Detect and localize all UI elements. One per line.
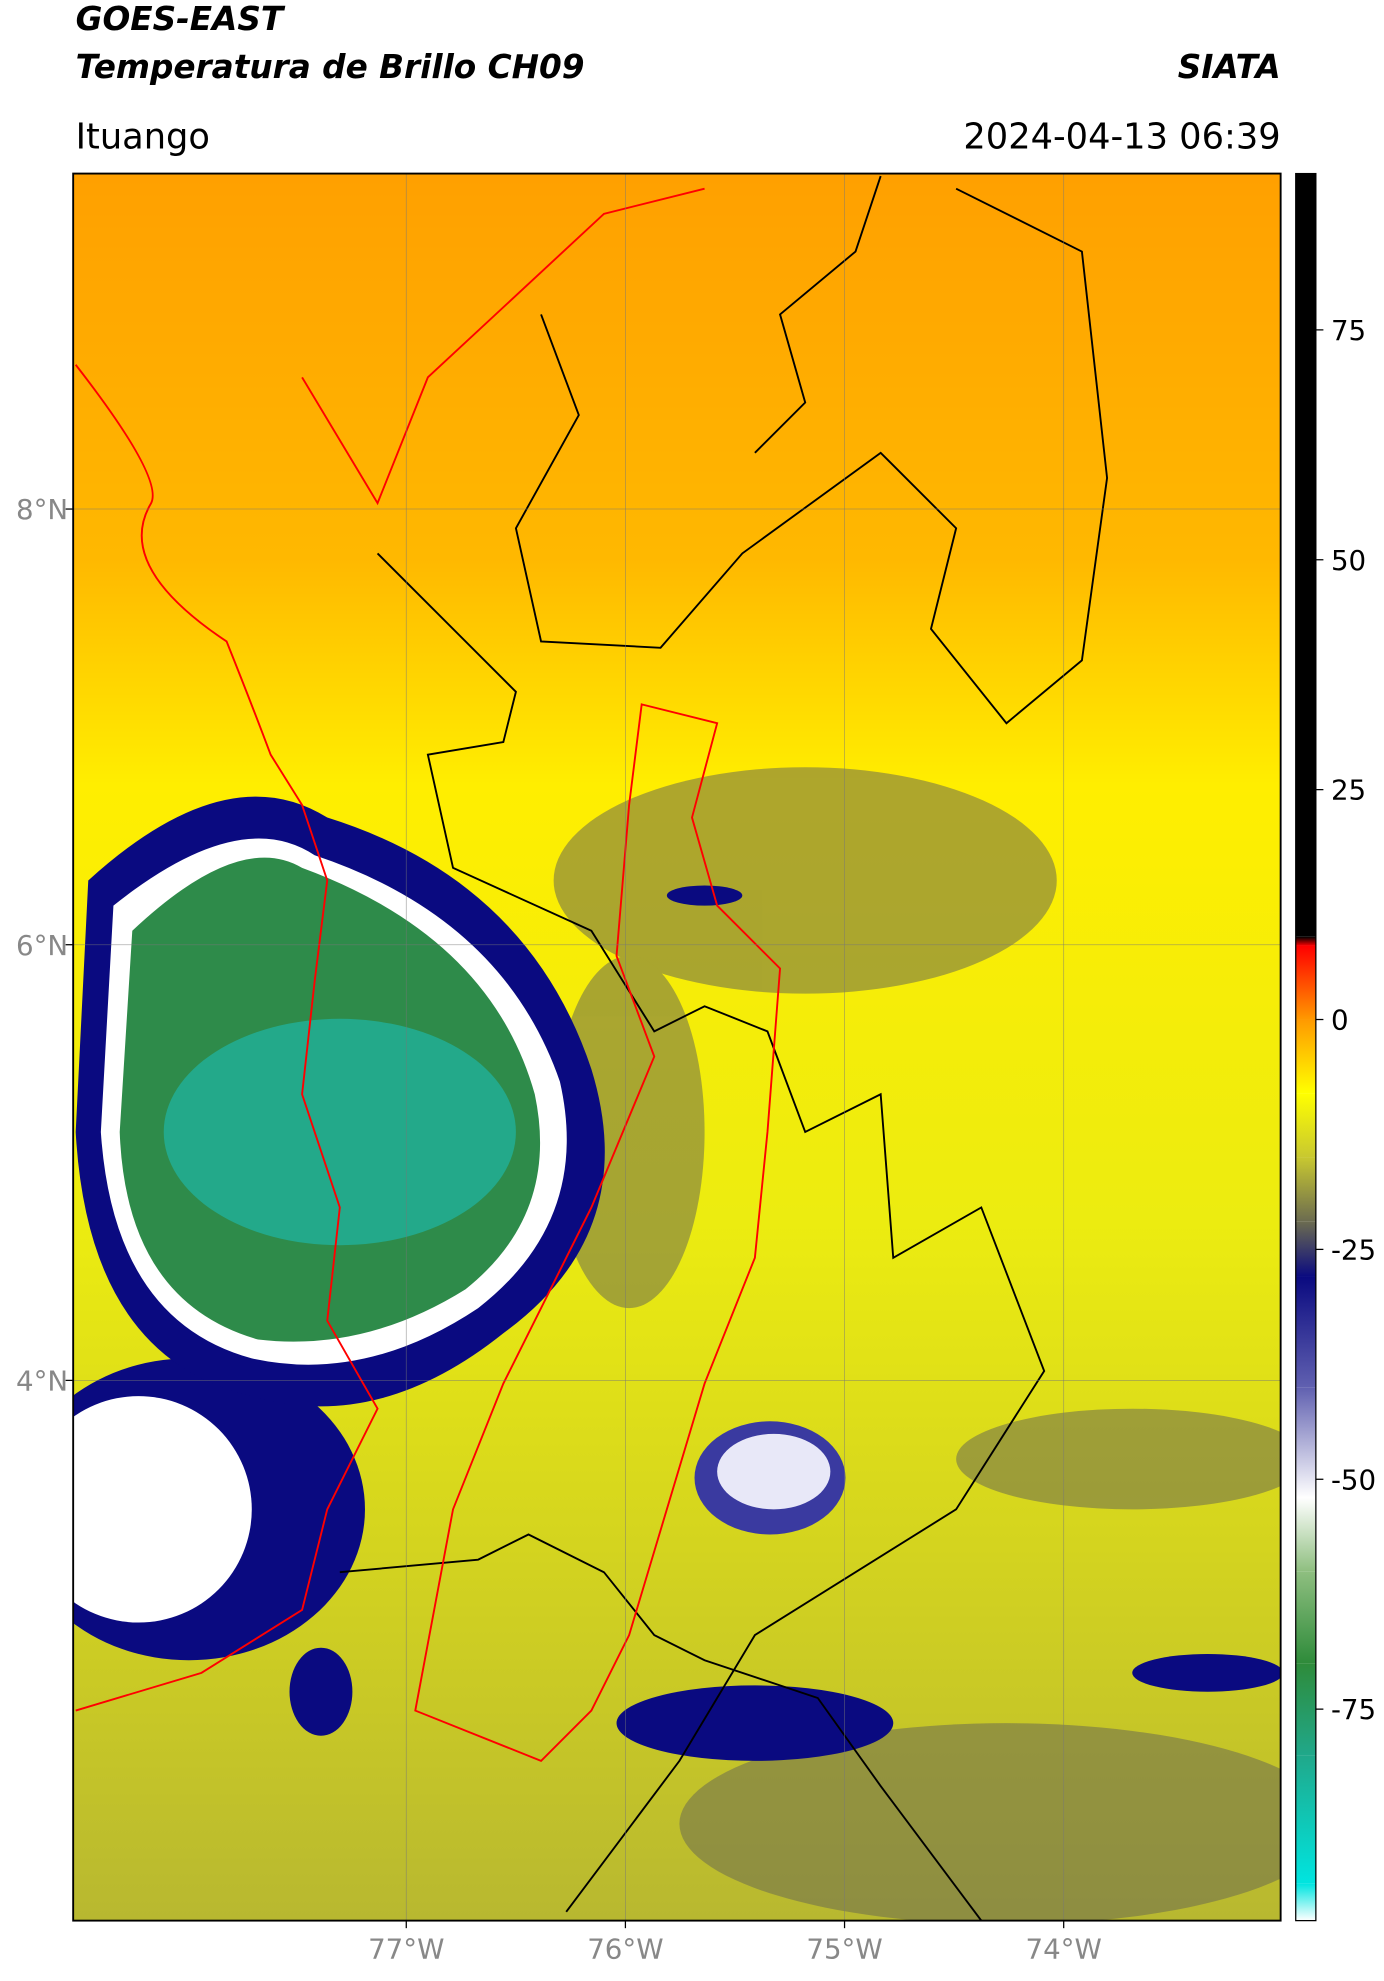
cold-cores (289, 885, 1281, 1761)
colorbar-segment (1295, 1093, 1316, 1158)
colorbar-segment (1295, 173, 1316, 937)
colorbar-segment (1295, 1387, 1316, 1498)
colorbar: 75 50 25 0 -25 -50 -75 (1295, 173, 1376, 1921)
colorbar-segment (1295, 1571, 1316, 1664)
colorbar-segment (1295, 1157, 1316, 1222)
colorbar-frame (1295, 172, 1317, 1922)
title: GOES-EAST (76, 0, 286, 38)
colorbar-segment (1295, 1663, 1316, 1756)
colorbar-label: -50 (1331, 1463, 1376, 1496)
boundaries (339, 175, 1109, 1921)
coastline (74, 187, 782, 1762)
x-tick-label: 76°W (587, 1932, 663, 1965)
org: SIATA (1178, 48, 1281, 86)
y-tick-label: 6°N (16, 929, 68, 962)
colorbar-segment (1295, 1019, 1316, 1094)
colorbar-segment (1295, 1755, 1316, 1884)
y-tick-label: 4°N (16, 1364, 68, 1397)
colorbar-segment (1295, 1221, 1316, 1277)
location: Ituango (76, 116, 210, 157)
colorbar-segment (1295, 1883, 1316, 1921)
colorbar-label: 75 (1331, 314, 1366, 347)
colorbar-label: -25 (1331, 1233, 1376, 1266)
colorbar-label: 0 (1331, 1004, 1349, 1037)
colorbar-label: -75 (1331, 1693, 1376, 1726)
grid: 77°W 76°W 75°W 74°W 8°N 6°N 4°N (16, 173, 1281, 1965)
subtitle: Temperatura de Brillo CH09 (76, 48, 585, 86)
x-tick-label: 77°W (368, 1932, 444, 1965)
colorbar-segment (1295, 1276, 1316, 1388)
x-tick-label: 75°W (806, 1932, 882, 1965)
colorbar-segment (1295, 936, 1316, 946)
map (73, 173, 1281, 1921)
datetime: 2024-04-13 06:39 (963, 116, 1280, 157)
clouds (553, 767, 1281, 1921)
colorbar-segment (1295, 945, 1316, 1020)
colorbar-label: 25 (1331, 774, 1366, 807)
colorbar-segment (1295, 1497, 1316, 1572)
y-tick-label: 8°N (16, 493, 68, 526)
colorbar-label: 50 (1331, 544, 1366, 577)
map-frame (72, 172, 1282, 1922)
x-tick-label: 74°W (1026, 1932, 1102, 1965)
